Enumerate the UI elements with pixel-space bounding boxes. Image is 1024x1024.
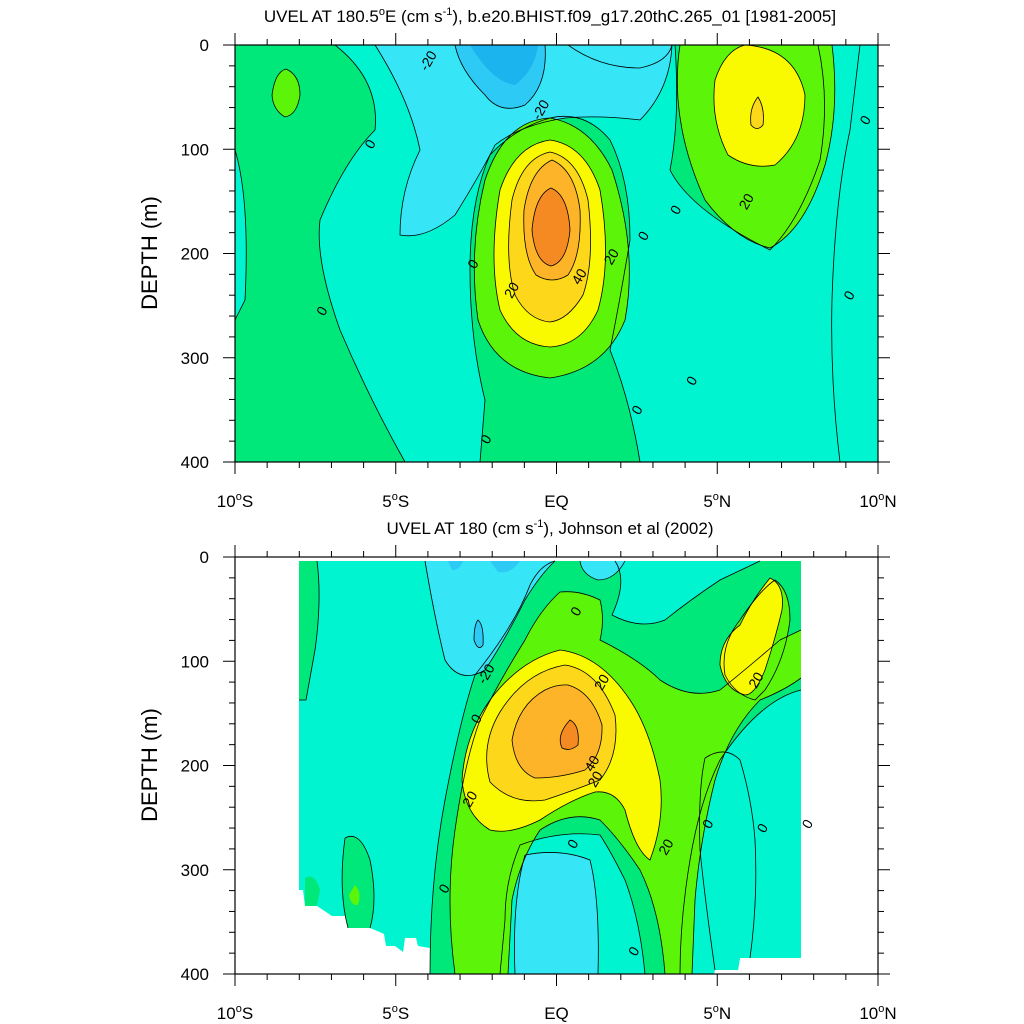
- fill-10-20-west-dot: [349, 885, 360, 906]
- panel-2: UVEL AT 180 (cm s-1), Johnson et al (200…: [137, 518, 897, 1023]
- fill-gt50-jet: [532, 188, 570, 266]
- x-tick-label: 10oN: [859, 491, 896, 511]
- panel-1: UVEL AT 180.5oE (cm s-1), b.e20.BHIST.f0…: [137, 6, 897, 511]
- contour-label: 20: [584, 768, 606, 790]
- panel-1-title-degree: o: [379, 6, 385, 18]
- panel-2-fills: [299, 561, 801, 974]
- x-tick-label: EQ: [544, 492, 569, 511]
- panel-1-x-axis: 10oS 5oS EQ 5oN 10oN: [217, 33, 897, 511]
- x-tick-label: 5oN: [703, 1003, 731, 1023]
- contour-label: 20: [501, 279, 523, 301]
- contour-label: 0: [798, 816, 816, 831]
- panel-1-title-part: ), b.e20.BHIST.f09_g17.20thC.265_01 [198…: [452, 7, 836, 26]
- panel-2-x-axis: 10oS 5oS EQ 5oN 10oN: [217, 545, 897, 1023]
- panel-1-title-part: UVEL AT 180.5: [264, 7, 379, 26]
- fill-minus10-0: [235, 45, 878, 462]
- contour-label: 20: [655, 836, 677, 858]
- y-tick-label: 0: [200, 548, 209, 567]
- y-tick-label: 100: [181, 140, 209, 159]
- y-tick-label: 300: [181, 861, 209, 880]
- x-tick-label: 5oS: [382, 491, 409, 511]
- y-tick-label: 200: [181, 757, 209, 776]
- y-tick-label: 400: [181, 453, 209, 472]
- contour-label: 20: [600, 246, 622, 268]
- contour-label: 20: [459, 788, 481, 810]
- x-tick-label: 5oS: [382, 1003, 409, 1023]
- panel-2-title: UVEL AT 180 (cm s-1), Johnson et al (200…: [387, 518, 714, 538]
- fill-minus20-minus10-b: [568, 45, 672, 68]
- x-tick-label: 10oN: [859, 1003, 896, 1023]
- y-tick-label: 400: [181, 965, 209, 984]
- y-tick-label: 100: [181, 652, 209, 671]
- fill-minus30-minus20-b: [448, 561, 463, 570]
- fill-40-50-center: [512, 684, 603, 778]
- contour-label: 20: [591, 671, 613, 693]
- fill-lt-minus30: [470, 45, 538, 85]
- panel-1-title-part: E (cm s: [385, 7, 443, 26]
- panel-1-title-superscript: -1: [443, 6, 453, 18]
- y-tick-label: 300: [181, 349, 209, 368]
- panel-2-contour-lines: [299, 560, 802, 974]
- fill-0-10-west-low: [342, 836, 374, 928]
- fill-20-30-north: [720, 578, 783, 695]
- panel-1-fills: [235, 45, 878, 462]
- x-tick-label: 10oS: [217, 491, 253, 511]
- fill-minus20-minus10: [375, 45, 672, 236]
- panel-2-y-axis-label: DEPTH (m): [137, 708, 162, 822]
- panel-2-title-part: UVEL AT 180 (cm s: [387, 519, 534, 538]
- panel-2-title-part: ), Johnson et al (2002): [543, 519, 713, 538]
- fill-30-40-north: [750, 97, 764, 129]
- fill-minus30-minus20-c: [490, 561, 520, 573]
- panel-1-contour-lines: [235, 45, 861, 462]
- panel-1-y-axis-label: DEPTH (m): [137, 196, 162, 310]
- y-tick-label: 0: [200, 36, 209, 55]
- fill-minus20-minus10: [425, 561, 555, 676]
- fill-10-20-west: [272, 69, 300, 117]
- fill-minus10-0-mid: [699, 751, 756, 970]
- y-tick-label: 200: [181, 245, 209, 264]
- fill-0-10-west-low2: [305, 876, 320, 906]
- panel-1-title: UVEL AT 180.5oE (cm s-1), b.e20.BHIST.f0…: [264, 6, 836, 26]
- contour-label: 20: [735, 190, 757, 212]
- fill-minus20-minus10-b: [580, 561, 625, 580]
- contour-label: 20: [745, 669, 767, 691]
- fill-0-10-west: [299, 561, 320, 700]
- fill-minus30-minus20: [474, 620, 484, 648]
- x-tick-label: EQ: [544, 1004, 569, 1023]
- contour-label: 40: [568, 266, 590, 288]
- fill-minus10-0-left: [235, 150, 247, 320]
- x-tick-label: 10oS: [217, 1003, 253, 1023]
- contour-label: 40: [581, 752, 603, 774]
- panel-1-y-axis: 0 100 200 300 400: [181, 36, 890, 472]
- x-tick-label: 5oN: [703, 491, 731, 511]
- panel-2-title-superscript: -1: [534, 518, 544, 530]
- fill-minus20-minus10-deep: [514, 852, 599, 974]
- fill-gt50-center: [560, 720, 579, 750]
